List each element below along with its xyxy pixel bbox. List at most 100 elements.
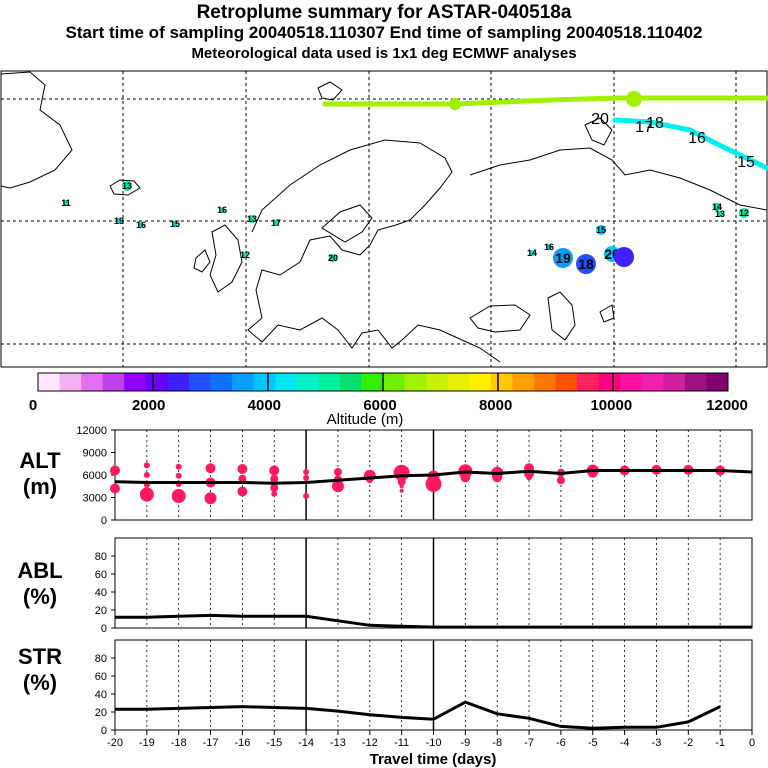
- cluster-dot: [596, 225, 606, 235]
- track-label: 20: [591, 111, 609, 128]
- panel-alt: 0 3000 6000 9000 12000 ALT(m): [19, 425, 753, 527]
- track-label: 17: [635, 119, 653, 136]
- x-tick-label: -4: [620, 737, 630, 749]
- colorbar-swatch: [533, 373, 556, 391]
- cluster-label: 16: [544, 242, 554, 252]
- colorbar-tick-label: 8000: [479, 397, 512, 414]
- cluster-label: 13: [715, 209, 725, 219]
- trajectory-track: [322, 95, 768, 171]
- colorbar-swatch: [447, 373, 470, 391]
- x-tick-label: -7: [524, 737, 534, 749]
- colorbar-swatch: [145, 373, 168, 391]
- altitude-point: [526, 474, 533, 481]
- x-tick-label: -20: [107, 737, 123, 749]
- altitude-point: [270, 474, 279, 483]
- altitude-point: [237, 486, 248, 497]
- panel-unit-label: (m): [23, 474, 57, 499]
- panel-abl: 0 20 40 60 80 ABL(%): [17, 537, 753, 635]
- x-tick-label: -6: [556, 737, 566, 749]
- altitude-point: [175, 463, 182, 470]
- colorbar-label: Altitude (m): [327, 411, 404, 428]
- cluster-dot: [138, 222, 144, 228]
- altitude-point: [237, 464, 248, 474]
- track-label: 16: [688, 130, 706, 147]
- track-label: 18: [646, 115, 664, 132]
- track-labels: 122018171615: [449, 91, 755, 171]
- cluster-dot: [122, 181, 132, 191]
- y-tick-label: 80: [95, 653, 107, 665]
- altitude-point: [143, 472, 150, 478]
- y-tick-label: 60: [95, 569, 107, 581]
- panel-label: ALT: [19, 448, 61, 473]
- x-tick-label: 0: [749, 737, 755, 749]
- altitude-point: [139, 487, 154, 502]
- colorbar-swatch: [102, 373, 125, 391]
- altitude-point: [238, 474, 247, 483]
- colorbar-swatch: [253, 373, 276, 391]
- cluster-dot: [553, 248, 573, 268]
- colorbar-tick-label: 4000: [248, 397, 281, 414]
- colorbar-swatch: [512, 373, 535, 391]
- cluster-dot: [717, 211, 723, 217]
- x-tick-label: -12: [362, 737, 378, 749]
- panel-label: STR: [18, 644, 62, 669]
- colorbar-swatch: [663, 373, 686, 391]
- sampling-times: Start time of sampling 20040518.110307 E…: [65, 23, 703, 42]
- y-tick-label: 12000: [76, 425, 107, 437]
- cluster-dot: [529, 250, 535, 256]
- cluster-dot: [739, 208, 749, 218]
- altitude-point: [110, 483, 120, 494]
- altitude-point: [460, 472, 471, 483]
- track-marker: [626, 91, 642, 107]
- x-tick-label: -17: [203, 737, 219, 749]
- altitude-point: [204, 492, 217, 505]
- x-tick-label: -19: [139, 737, 155, 749]
- track-marker: [449, 98, 461, 110]
- y-tick-label: 40: [95, 587, 107, 599]
- x-tick-label: -11: [394, 737, 409, 749]
- colorbar-tick-label: 2000: [132, 397, 165, 414]
- y-tick-label: 6000: [83, 470, 107, 482]
- cluster-dot: [614, 247, 634, 267]
- panel-label: ABL: [17, 558, 62, 583]
- colorbar-swatch: [188, 373, 211, 391]
- cluster-label: 11: [61, 198, 71, 208]
- altitude-point: [143, 462, 150, 469]
- cluster-label: 14: [712, 202, 722, 212]
- x-axis: -20 -19 -18 -17 -16 -15 -14 -13 -12 -11 -10 -9 -8 -7-…: [107, 730, 755, 768]
- altitude-colorbar: 0 2000 4000 6000 8000 10000 12000 Altitude (m): [29, 372, 748, 428]
- x-tick-label: -10: [426, 737, 442, 749]
- altitude-point: [205, 463, 216, 474]
- altitude-point: [331, 480, 344, 493]
- colorbar-tick-label: 0: [29, 397, 37, 414]
- series-line: [115, 700, 721, 730]
- map-panel: 122018171615 131119161516131712201416191…: [0, 70, 768, 368]
- cluster-label: 16: [136, 220, 146, 230]
- track-label: 15: [737, 154, 755, 171]
- x-tick-label: -9: [460, 737, 470, 749]
- cluster-label: 12: [240, 250, 250, 260]
- altitude-point: [425, 476, 442, 492]
- colorbar-swatch: [577, 373, 600, 391]
- x-tick-label: -15: [266, 737, 282, 749]
- altitude-point: [333, 468, 342, 476]
- y-tick-label: 0: [101, 725, 107, 737]
- cluster-label: 17: [271, 218, 281, 228]
- series-line: [115, 613, 752, 629]
- colorbar-swatch: [383, 373, 406, 391]
- altitude-point: [175, 472, 182, 479]
- colorbar-swatch: [361, 373, 384, 391]
- y-tick-label: 3000: [83, 493, 107, 505]
- cluster-dot: [63, 200, 69, 206]
- y-tick-label: 9000: [83, 448, 107, 460]
- altitude-point: [269, 465, 280, 476]
- cluster-label: 12: [739, 208, 749, 218]
- cluster-label: 20: [328, 253, 338, 263]
- panel-unit-label: (%): [23, 670, 57, 695]
- colorbar-tick-label: 10000: [590, 397, 632, 414]
- cluster-label: 15: [170, 219, 180, 229]
- altitude-point: [271, 490, 278, 497]
- altitude-point: [171, 489, 186, 503]
- altitude-point: [110, 465, 120, 476]
- altitude-point: [303, 493, 310, 499]
